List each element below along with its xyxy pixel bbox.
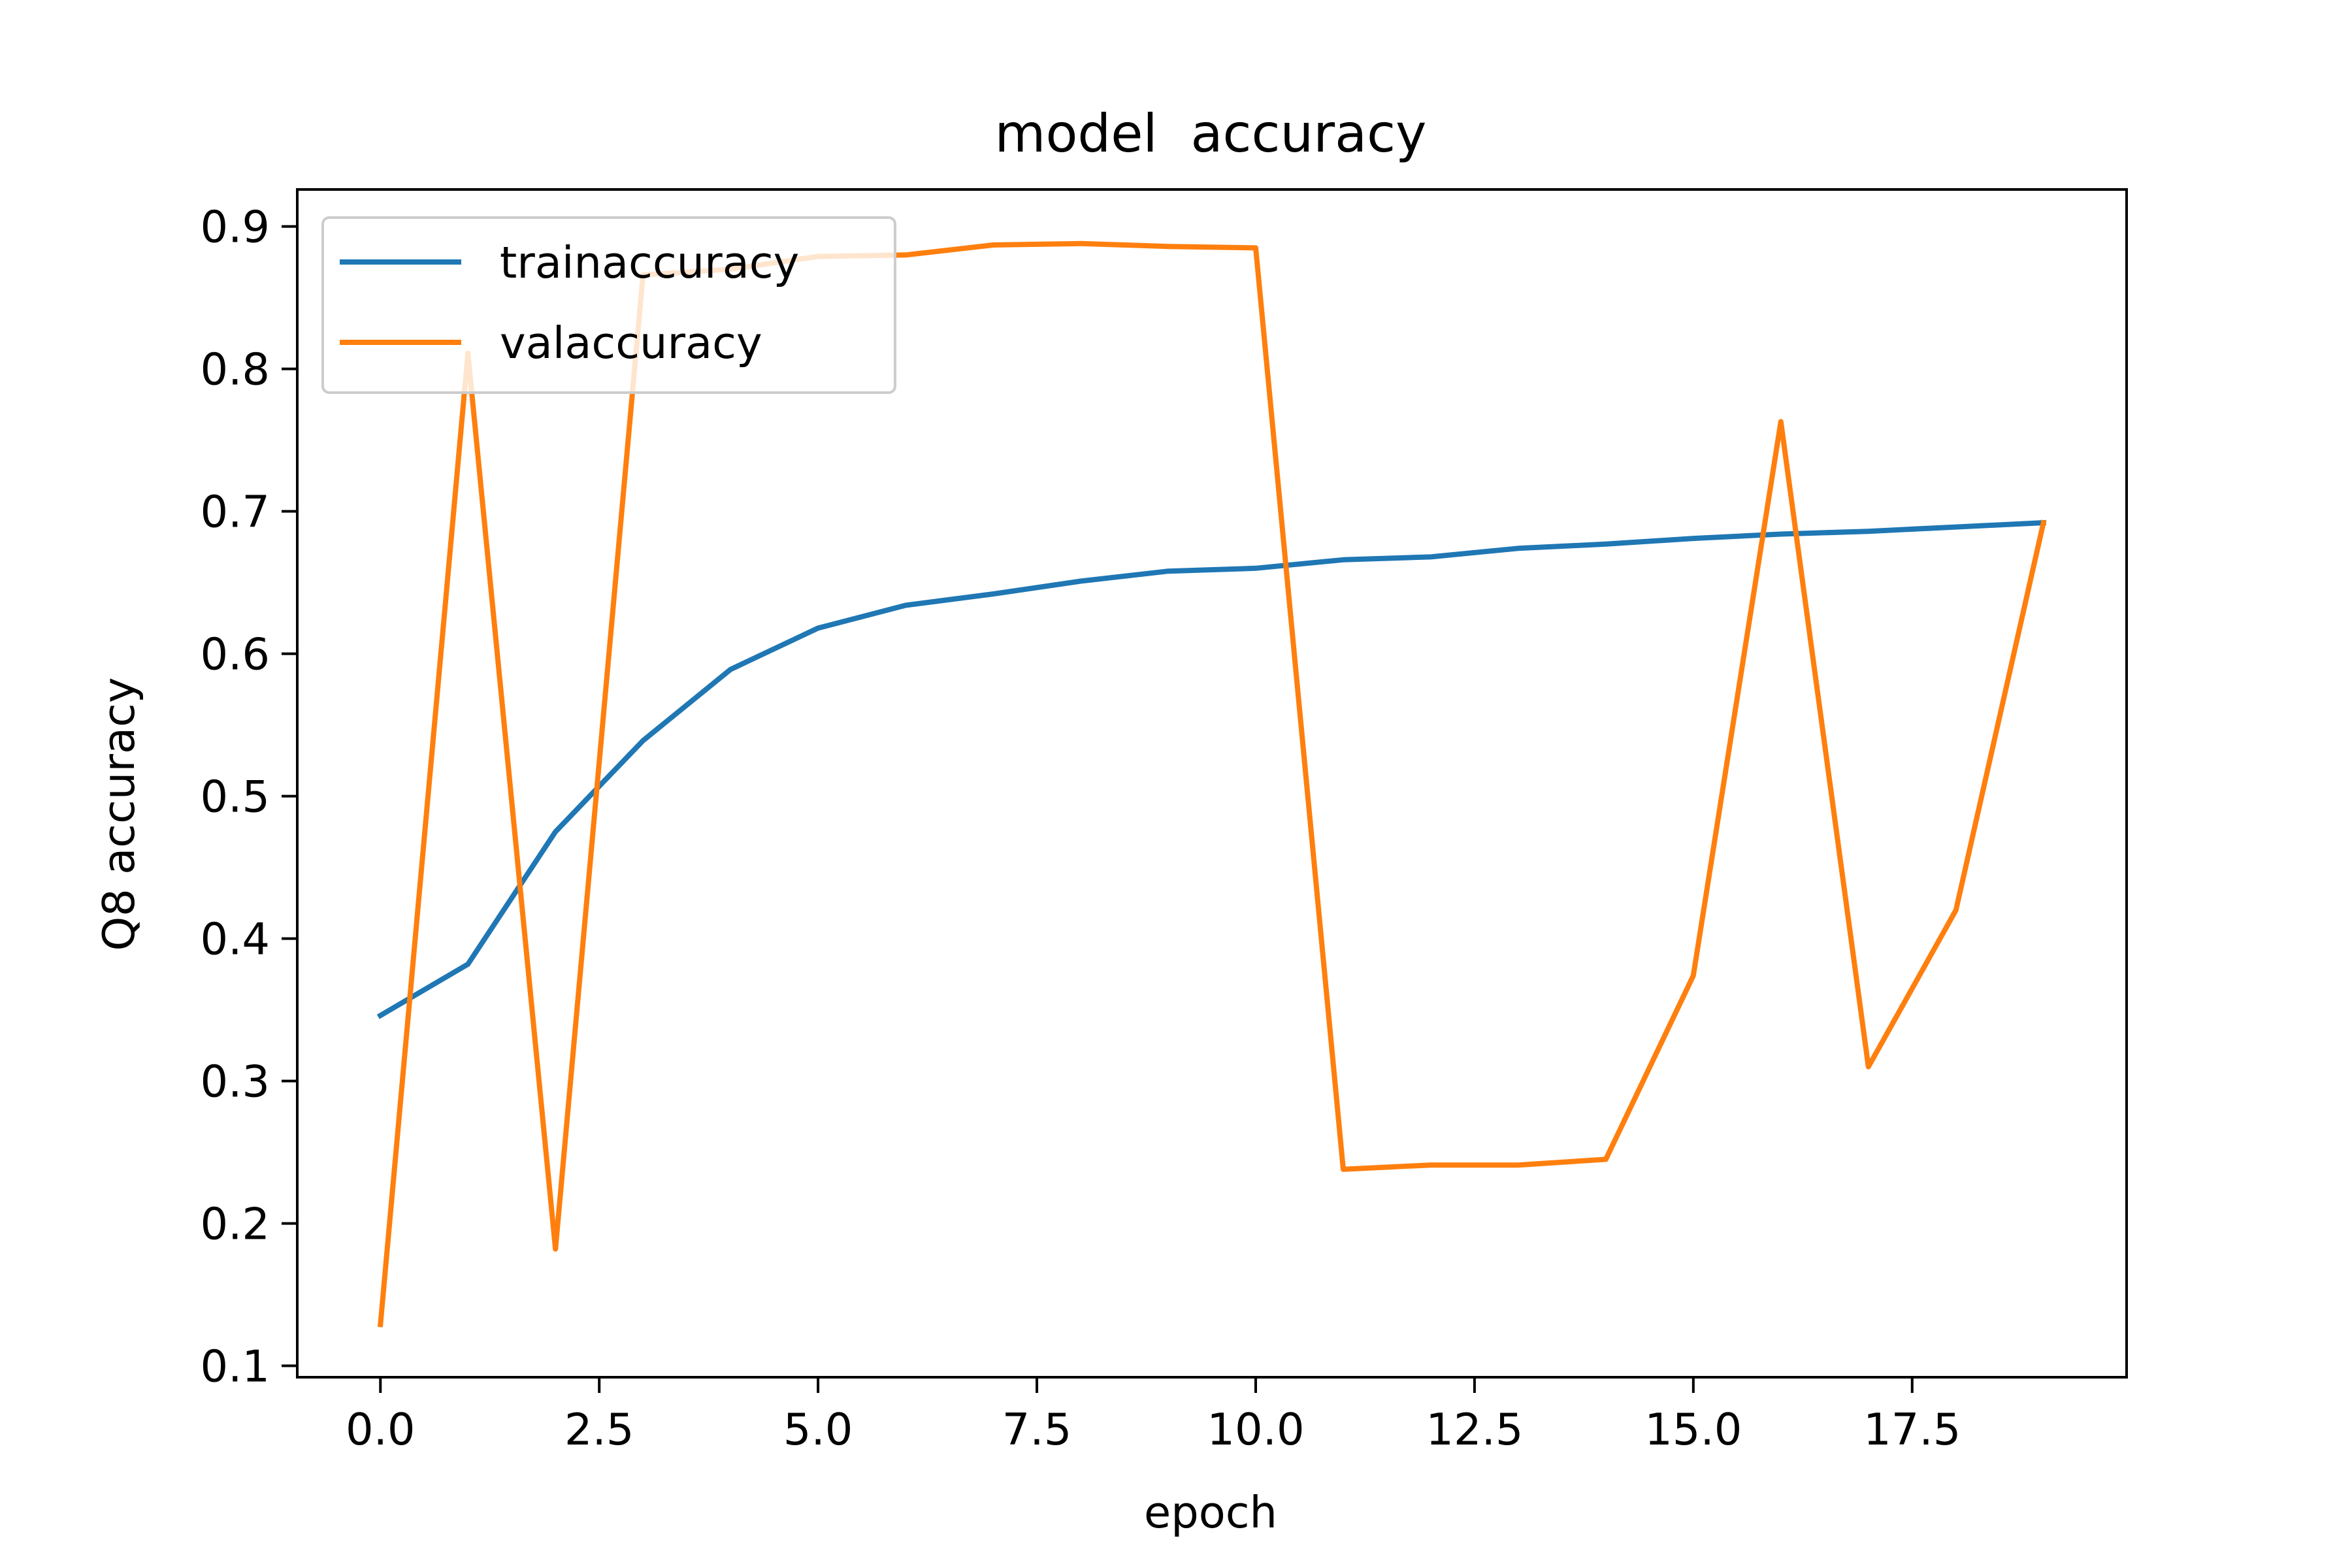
x-tick-label: 0.0 <box>346 1404 416 1455</box>
x-tick-label: 12.5 <box>1426 1404 1523 1455</box>
x-tick-label: 10.0 <box>1207 1404 1304 1455</box>
y-axis-title: Q8 accuracy <box>93 678 144 951</box>
series-line-trainaccuracy <box>376 519 2046 1019</box>
y-tick-label: 0.4 <box>200 914 270 965</box>
y-tick-label: 0.5 <box>200 772 270 823</box>
legend: trainaccuracy valaccuracy <box>321 216 896 394</box>
x-axis-title: epoch <box>1144 1487 1277 1538</box>
y-tick-label: 0.8 <box>200 344 270 395</box>
y-tick-label: 0.7 <box>200 487 270 538</box>
x-axis-ticks: 0.0 2.5 5.0 7.5 10.0 12.5 15.0 17.5 <box>346 1377 1961 1455</box>
x-tick-label: 5.0 <box>783 1404 853 1455</box>
y-axis-ticks: 0.1 0.2 0.3 0.4 0.5 0.6 0.7 0.8 0.9 <box>200 202 297 1392</box>
y-tick-label: 0.2 <box>200 1199 270 1250</box>
x-tick-label: 15.0 <box>1644 1404 1742 1455</box>
x-tick-label: 2.5 <box>564 1404 634 1455</box>
y-tick-label: 0.6 <box>200 629 270 680</box>
legend-label-trainaccuracy: trainaccuracy <box>500 237 799 288</box>
legend-label-valaccuracy: valaccuracy <box>500 318 762 368</box>
chart-title: model accuracy <box>995 103 1427 164</box>
y-tick-label: 0.1 <box>200 1341 270 1392</box>
x-tick-label: 7.5 <box>1002 1404 1072 1455</box>
x-tick-label: 17.5 <box>1863 1404 1961 1455</box>
legend-box <box>321 216 896 394</box>
y-tick-label: 0.3 <box>200 1056 270 1107</box>
axes-frame <box>296 188 2128 1379</box>
y-tick-label: 0.9 <box>200 202 270 253</box>
